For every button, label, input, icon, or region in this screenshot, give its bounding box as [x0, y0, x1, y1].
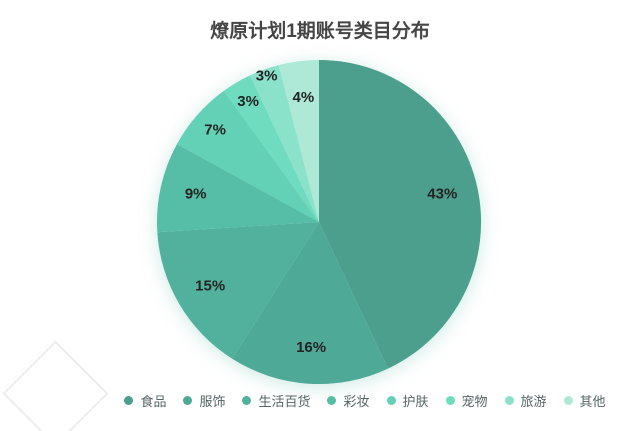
slice-label: 9% [185, 185, 207, 202]
chart-title: 燎原计划1期账号类目分布 [210, 21, 430, 42]
legend-dot-icon [183, 396, 193, 405]
legend-label: 彩妆 [343, 394, 370, 409]
pie-slice[interactable] [250, 65, 319, 222]
pie-slice[interactable] [319, 59, 482, 369]
legend-dot-icon [124, 396, 134, 405]
legend-label: 食品 [140, 394, 167, 409]
legend-label: 生活百货 [258, 394, 311, 409]
legend-item[interactable]: 护肤 [386, 391, 429, 410]
legend-item[interactable]: 服饰 [183, 391, 225, 410]
legend-item[interactable]: 生活百货 [242, 391, 310, 410]
pie-slice[interactable] [156, 144, 319, 233]
legend-item[interactable]: 彩妆 [327, 391, 370, 410]
legend-item[interactable]: 其他 [563, 391, 606, 410]
legend-dot-icon [242, 396, 252, 405]
legend: 食品 服饰 生活百货 彩妆 护肤 宠物 旅游 其他 [0, 391, 640, 410]
legend-dot-icon [327, 396, 337, 405]
legend-dot-icon [563, 396, 573, 405]
slice-label: 7% [204, 121, 226, 138]
pie-slice[interactable] [177, 90, 319, 223]
slice-label: 3% [237, 93, 259, 110]
slice-label: 43% [427, 185, 457, 202]
legend-dot-icon [445, 396, 455, 405]
legend-label: 服饰 [199, 394, 226, 409]
pie-slice[interactable] [278, 60, 319, 222]
slice-label: 16% [296, 339, 326, 356]
legend-label: 旅游 [520, 394, 547, 409]
legend-dot-icon [504, 396, 514, 405]
pie-slice[interactable] [223, 75, 319, 223]
pie-slice[interactable] [232, 222, 388, 385]
legend-dot-icon [386, 396, 396, 405]
legend-item[interactable]: 宠物 [445, 391, 488, 410]
legend-label: 宠物 [461, 394, 488, 409]
slice-label: 4% [293, 89, 315, 106]
legend-label: 其他 [579, 394, 606, 409]
slice-label: 3% [256, 67, 278, 84]
legend-label: 护肤 [402, 394, 429, 409]
legend-item[interactable]: 旅游 [504, 391, 547, 410]
pie-slice[interactable] [157, 222, 319, 359]
slice-label: 15% [195, 277, 225, 294]
legend-item[interactable]: 食品 [124, 391, 166, 410]
